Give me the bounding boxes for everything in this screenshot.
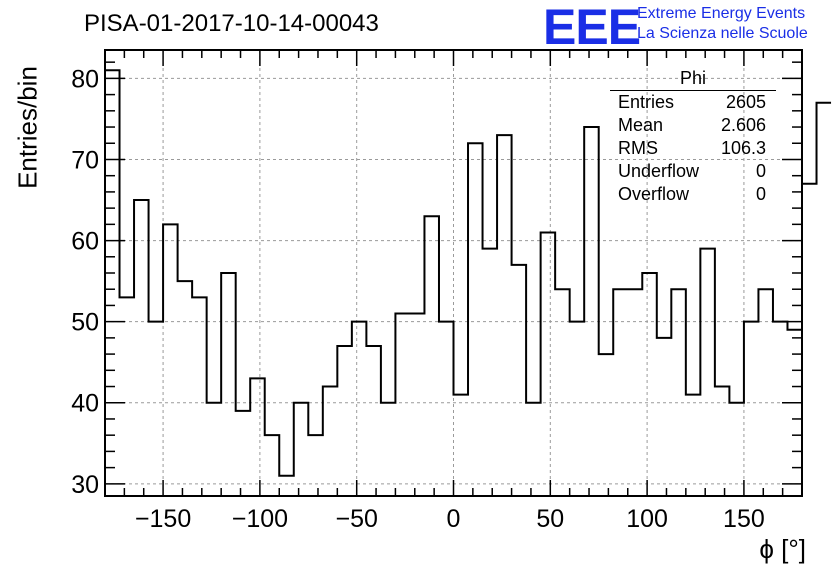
eee-tagline-line2: La Scienza nelle Scuole <box>637 25 808 42</box>
y-axis-label: Entries/bin <box>12 66 43 189</box>
stats-box-name: Phi <box>610 68 776 91</box>
x-tick-label: 150 <box>723 505 765 533</box>
stats-value: 2.606 <box>720 115 766 135</box>
stats-row-overflow: Overflow 0 <box>612 183 776 206</box>
y-tick-label: 50 <box>71 309 99 337</box>
stats-label: Mean <box>618 115 664 135</box>
stats-row-entries: Entries 2605 <box>612 91 776 114</box>
stats-box: Phi Entries 2605 Mean 2.606 RMS 106.3 Un… <box>610 68 776 206</box>
eee-logo: EEE <box>543 0 641 55</box>
stats-label: Entries <box>618 92 675 112</box>
eee-tagline-line1: Extreme Energy Events <box>637 5 806 22</box>
eee-tagline: Extreme Energy Events La Scienza nelle S… <box>637 4 808 44</box>
x-tick-label: 100 <box>626 505 668 533</box>
stats-value: 2605 <box>725 92 766 112</box>
x-tick-label: −50 <box>335 505 377 533</box>
stats-row-mean: Mean 2.606 <box>612 114 776 137</box>
stats-value: 0 <box>755 184 766 204</box>
stats-value: 106.3 <box>720 138 766 158</box>
stats-value: 0 <box>755 161 766 181</box>
stats-row-underflow: Underflow 0 <box>612 160 776 183</box>
y-tick-label: 60 <box>71 228 99 256</box>
y-tick-label: 40 <box>71 390 99 418</box>
x-tick-label: −150 <box>135 505 191 533</box>
x-tick-label: 50 <box>536 505 564 533</box>
axis-ticks: −150 −100 −50 0 50 100 150 30 40 50 60 70 80 <box>71 50 803 533</box>
stats-row-rms: RMS 106.3 <box>612 137 776 160</box>
y-tick-label: 80 <box>71 65 99 93</box>
stats-label: RMS <box>618 138 658 158</box>
x-tick-label: 0 <box>447 505 461 533</box>
stats-label: Overflow <box>618 184 690 204</box>
y-tick-label: 30 <box>71 471 99 499</box>
histogram-line <box>105 69 832 477</box>
y-tick-label: 70 <box>71 146 99 174</box>
stats-label: Underflow <box>618 161 700 181</box>
plot-title: PISA-01-2017-10-14-00043 <box>84 10 379 37</box>
x-axis-label: ϕ [°] <box>759 534 806 564</box>
x-tick-label: −100 <box>232 505 288 533</box>
